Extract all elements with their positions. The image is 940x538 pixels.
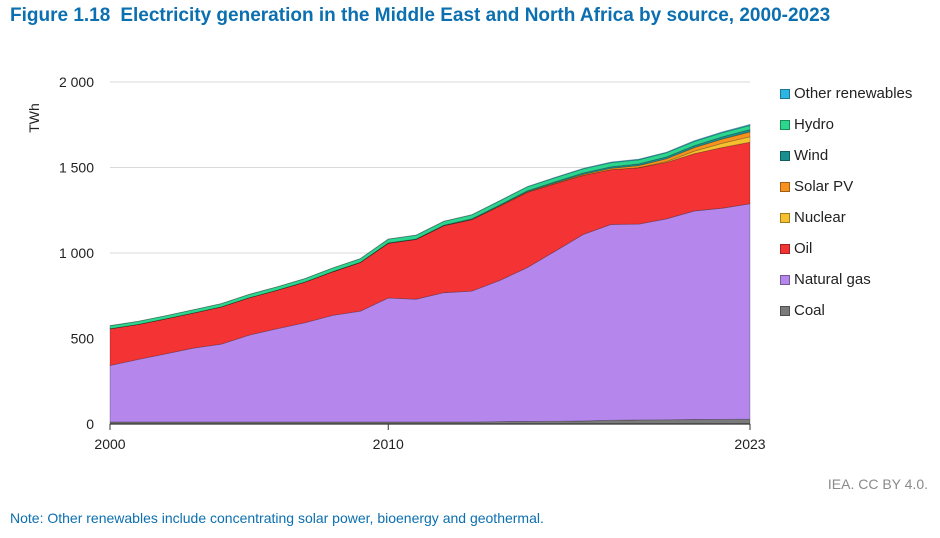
legend-item-hydro: Hydro — [780, 109, 912, 140]
axes: 0 500 1 000 1 500 2 000 2000 2010 2023 — [59, 74, 766, 452]
source-credit: IEA. CC BY 4.0. — [827, 476, 928, 492]
x-tick-label: 2000 — [94, 436, 125, 452]
y-tick-label: 2 000 — [59, 74, 94, 90]
y-tick-label: 1 000 — [59, 245, 94, 261]
legend-swatch — [780, 181, 790, 192]
legend-item-nuclear: Nuclear — [780, 202, 912, 233]
legend-item-natural-gas: Natural gas — [780, 264, 912, 295]
y-tick-label: 1 500 — [59, 160, 94, 176]
legend-swatch — [780, 305, 790, 316]
legend-swatch — [780, 274, 790, 285]
legend-swatch — [780, 243, 790, 254]
area-series — [109, 123, 751, 425]
x-tick-label: 2023 — [734, 436, 765, 452]
legend-label: Oil — [794, 240, 813, 257]
y-axis-label: TWh — [26, 103, 42, 133]
legend-item-other-renewables: Other renewables — [780, 78, 912, 109]
legend-item-coal: Coal — [780, 295, 912, 326]
legend-swatch — [780, 150, 790, 161]
legend-label: Coal — [794, 302, 825, 319]
legend-label: Hydro — [794, 116, 835, 133]
area-hydro — [109, 124, 751, 330]
legend-swatch — [780, 119, 790, 130]
figure-number: Figure 1.18 — [10, 5, 111, 26]
y-tick-label: 0 — [86, 416, 94, 432]
legend-item-wind: Wind — [780, 140, 912, 171]
legend-item-oil: Oil — [780, 233, 912, 264]
legend-label: Nuclear — [794, 209, 846, 226]
legend-item-solar-pv: Solar PV — [780, 171, 912, 202]
legend-label: Natural gas — [794, 271, 871, 288]
legend: Other renewables Hydro Wind Solar PV Nuclear… — [780, 78, 912, 326]
area-other-renewables — [109, 123, 751, 327]
x-tick-label: 2010 — [373, 436, 404, 452]
legend-label: Wind — [794, 147, 829, 164]
figure-title-text: Electricity generation in the Middle Eas… — [120, 5, 831, 26]
legend-swatch — [780, 212, 790, 223]
legend-label: Solar PV — [794, 178, 854, 195]
y-tick-label: 500 — [71, 331, 95, 347]
legend-swatch — [780, 88, 790, 99]
figure-note: Note: Other renewables include concentra… — [10, 510, 544, 526]
figure-title: Figure 1.18 Electricity generation in the… — [10, 4, 930, 28]
legend-label: Other renewables — [794, 85, 913, 102]
